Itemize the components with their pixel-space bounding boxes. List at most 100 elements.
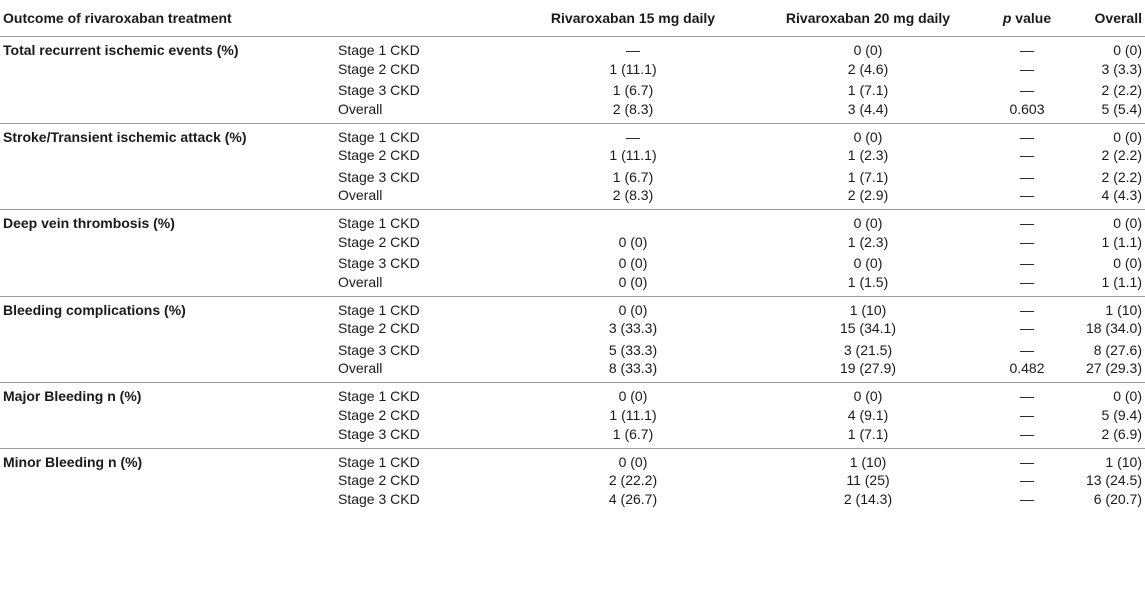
outcome-cell [0, 252, 338, 273]
outcome-cell: Minor Bleeding n (%) [3, 453, 143, 470]
rivaroxaban-15-cell: 1 (11.1) [609, 60, 657, 77]
rivaroxaban-20-cell: 4 (9.1) [847, 407, 889, 424]
p-value-cell: — [1020, 187, 1034, 204]
stage-cell: Stage 3 CKD [338, 341, 420, 358]
p-value-cell: — [1020, 301, 1034, 318]
outcome-cell: Major Bleeding n (%) [3, 388, 142, 405]
header-stage [338, 0, 516, 37]
stage-cell: Stage 1 CKD [338, 388, 420, 405]
rivaroxaban-20-cell: 0 (0) [853, 255, 883, 272]
p-value-cell: — [1020, 81, 1034, 98]
rivaroxaban-15-cell: 0 (0) [618, 273, 648, 290]
table-row: Stage 3 CKD 4 (26.7) 2 (14.3) — 6 (20.7) [0, 491, 1145, 513]
p-value-cell: 0.603 [1009, 100, 1045, 117]
overall-cell: 8 (27.6) [1093, 341, 1142, 358]
p-value-cell: — [1020, 388, 1034, 405]
outcome-cell [0, 426, 338, 449]
rivaroxaban-20-cell: 19 (27.9) [839, 360, 897, 377]
table-row: Stage 3 CKD 0 (0) 0 (0) — 0 (0) [0, 252, 1145, 273]
stage-cell: Stage 2 CKD [338, 320, 420, 337]
overall-cell: 2 (2.2) [1101, 168, 1142, 185]
p-value-cell: — [1020, 128, 1034, 145]
outcome-cell: Bleeding complications (%) [3, 301, 186, 318]
outcome-group: Total recurrent ischemic events (%) Stage… [0, 37, 1145, 124]
p-value-cell: — [1020, 233, 1034, 250]
table-row: Overall 8 (33.3) 19 (27.9) 0.482 27 (29.3) [0, 360, 1145, 383]
rivaroxaban-20-cell: 2 (4.6) [847, 60, 889, 77]
overall-cell: 2 (2.2) [1101, 147, 1142, 164]
table-row: Stage 2 CKD 0 (0) 1 (2.3) — 1 (1.1) [0, 231, 1145, 252]
p-value-cell: — [1020, 147, 1034, 164]
overall-cell: 0 (0) [1113, 42, 1142, 58]
rivaroxaban-15-cell: 1 (11.1) [609, 147, 657, 164]
header-rivaroxaban-15: Rivaroxaban 15 mg daily [516, 0, 750, 37]
rivaroxaban-15-cell: 5 (33.3) [608, 341, 658, 358]
rivaroxaban-20-cell: 3 (4.4) [847, 100, 889, 117]
rivaroxaban-15-cell: 2 (8.3) [612, 100, 654, 117]
table-row: Overall 2 (8.3) 2 (2.9) — 4 (4.3) [0, 187, 1145, 210]
outcome-cell [0, 360, 338, 383]
table-row: Overall 0 (0) 1 (1.5) — 1 (1.1) [0, 274, 1145, 297]
table-row: Total recurrent ischemic events (%) Stage… [0, 37, 1145, 58]
table-row: Stage 2 CKD 1 (11.1) 1 (2.3) — 2 (2.2) [0, 145, 1145, 166]
overall-cell: 27 (29.3) [1085, 360, 1142, 377]
overall-cell: 1 (1.1) [1101, 273, 1142, 290]
rivaroxaban-20-cell: 11 (25) [846, 472, 890, 489]
outcome-cell [0, 339, 338, 360]
stage-cell: Stage 2 CKD [338, 233, 420, 250]
table-row: Stage 3 CKD 1 (6.7) 1 (7.1) — 2 (2.2) [0, 79, 1145, 100]
p-value-cell: — [1020, 407, 1034, 424]
outcome-cell: Total recurrent ischemic events (%) [3, 42, 239, 58]
header-outcome: Outcome of rivaroxaban treatment [0, 0, 338, 37]
outcome-cell [0, 491, 338, 513]
overall-cell: 13 (24.5) [1085, 472, 1142, 489]
stage-cell: Stage 2 CKD [338, 472, 420, 489]
outcome-cell [0, 166, 338, 187]
overall-cell: 5 (9.4) [1101, 407, 1142, 424]
stage-cell: Stage 2 CKD [338, 407, 420, 424]
rivaroxaban-20-cell: 0 (0) [853, 388, 883, 405]
overall-cell: 2 (6.9) [1101, 425, 1142, 442]
p-value-cell: — [1020, 320, 1034, 337]
header-p-value: p value [986, 0, 1068, 37]
rivaroxaban-15-cell: 0 (0) [618, 255, 648, 272]
rivaroxaban-20-cell: 0 (0) [853, 215, 883, 232]
p-value-cell: 0.482 [1009, 360, 1045, 377]
table-row: Overall 2 (8.3) 3 (4.4) 0.603 5 (5.4) [0, 101, 1145, 124]
table-row: Stage 2 CKD 1 (11.1) 2 (4.6) — 3 (3.3) [0, 58, 1145, 79]
rivaroxaban-20-cell: 1 (2.3) [847, 147, 889, 164]
overall-cell: 18 (34.0) [1085, 320, 1142, 337]
overall-cell: 1 (10) [1105, 453, 1142, 470]
stage-cell: Stage 1 CKD [338, 42, 420, 58]
rivaroxaban-15-cell: 0 (0) [618, 388, 648, 405]
overall-cell: 0 (0) [1113, 255, 1142, 272]
rivaroxaban-20-cell: 1 (10) [849, 301, 887, 318]
rivaroxaban-15-cell: 0 (0) [618, 301, 648, 318]
p-value-cell: — [1020, 273, 1034, 290]
rivaroxaban-20-cell: 1 (1.5) [847, 273, 889, 290]
rivaroxaban-15-cell: 2 (22.2) [608, 472, 658, 489]
p-value-cell: — [1020, 472, 1034, 489]
p-value-cell: — [1020, 453, 1034, 470]
table-row: Stage 3 CKD 1 (6.7) 1 (7.1) — 2 (6.9) [0, 426, 1145, 449]
outcome-group: Deep vein thrombosis (%) Stage 1 CKD 0 (0)… [0, 210, 1145, 297]
table-row: Stage 2 CKD 3 (33.3) 15 (34.1) — 18 (34.0) [0, 318, 1145, 339]
rivaroxaban-15-cell: 0 (0) [618, 453, 648, 470]
rivaroxaban-20-cell: 1 (7.1) [847, 425, 889, 442]
stage-cell: Stage 3 CKD [338, 490, 420, 507]
outcome-cell: Deep vein thrombosis (%) [3, 215, 175, 232]
table-row: Stage 3 CKD 5 (33.3) 3 (21.5) — 8 (27.6) [0, 339, 1145, 360]
header-p-rest: value [1011, 10, 1052, 26]
outcome-group: Bleeding complications (%) Stage 1 CKD 0 (… [0, 296, 1145, 383]
table-row: Deep vein thrombosis (%) Stage 1 CKD 0 (0)… [0, 210, 1145, 232]
p-value-cell: — [1020, 255, 1034, 272]
stage-cell: Stage 1 CKD [338, 453, 420, 470]
overall-cell: 5 (5.4) [1101, 100, 1142, 117]
header-rivaroxaban-20: Rivaroxaban 20 mg daily [750, 0, 986, 37]
table-header: Outcome of rivaroxaban treatment Rivarox… [0, 0, 1145, 37]
header-row: Outcome of rivaroxaban treatment Rivarox… [0, 0, 1145, 37]
stage-cell: Overall [338, 100, 383, 117]
overall-cell: 6 (20.7) [1093, 490, 1142, 507]
outcome-cell [0, 318, 338, 339]
rivaroxaban-20-cell: 0 (0) [853, 128, 883, 145]
